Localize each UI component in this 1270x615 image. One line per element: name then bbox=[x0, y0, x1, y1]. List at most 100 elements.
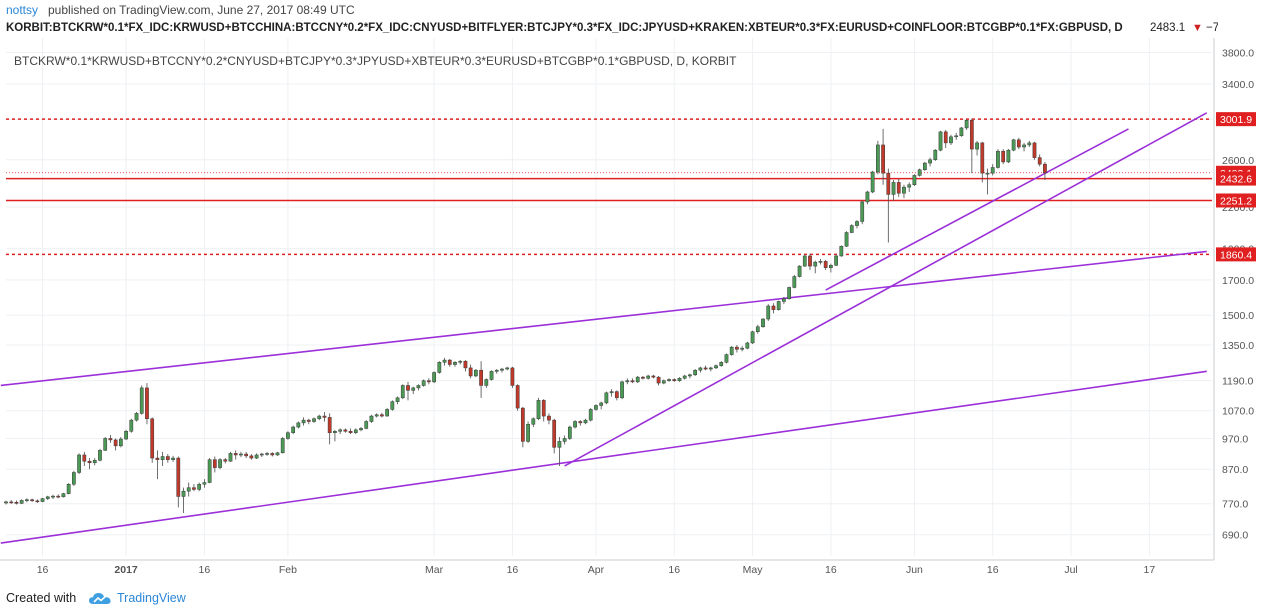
candle-body bbox=[207, 459, 212, 483]
chart-area[interactable]: BTCKRW*0.1*KRWUSD+BTCCNY*0.2*CNYUSD+BTCJ… bbox=[0, 38, 1270, 578]
candle-body bbox=[1011, 139, 1016, 151]
candle-body bbox=[620, 381, 624, 399]
candle bbox=[714, 364, 718, 370]
candle bbox=[891, 180, 896, 201]
horizontal-levels bbox=[6, 118, 1212, 256]
candle-body bbox=[317, 415, 322, 420]
x-tick-label: 16 bbox=[37, 564, 49, 576]
candle bbox=[254, 453, 259, 460]
candle bbox=[494, 369, 499, 374]
candle-body bbox=[270, 453, 275, 456]
candle bbox=[808, 253, 812, 271]
candle-body bbox=[954, 135, 959, 138]
candle bbox=[207, 458, 212, 484]
candle bbox=[353, 428, 358, 435]
level-label-box bbox=[1216, 171, 1256, 186]
candle bbox=[301, 417, 306, 426]
y-tick-label: 2600.0 bbox=[1222, 155, 1254, 167]
candle-body bbox=[630, 380, 635, 383]
candle bbox=[228, 451, 233, 462]
candle-body bbox=[943, 131, 948, 144]
candle-body bbox=[949, 136, 953, 144]
candle-body bbox=[192, 487, 196, 490]
x-tick-label: Feb bbox=[279, 564, 297, 576]
candle-body bbox=[176, 457, 181, 497]
candle bbox=[181, 487, 186, 514]
author-link[interactable]: nottsy bbox=[6, 3, 39, 17]
candle-body bbox=[703, 367, 708, 370]
candle bbox=[813, 260, 818, 274]
candle bbox=[839, 245, 844, 257]
price-chart[interactable]: BTCKRW*0.1*KRWUSD+BTCCNY*0.2*CNYUSD+BTCJ… bbox=[0, 38, 1270, 578]
candle-body bbox=[656, 376, 661, 384]
candle-body bbox=[552, 419, 557, 448]
candle bbox=[562, 435, 567, 445]
tradingview-cloud-icon[interactable] bbox=[88, 590, 112, 613]
candle bbox=[129, 418, 134, 433]
candle bbox=[1011, 138, 1016, 152]
candle bbox=[985, 168, 990, 195]
candle-body bbox=[661, 380, 666, 384]
candle bbox=[818, 259, 823, 265]
candle-body bbox=[896, 182, 901, 194]
candle-body bbox=[259, 453, 264, 456]
candle-body bbox=[1027, 142, 1032, 146]
candle bbox=[567, 425, 572, 440]
y-tick-label: 3400.0 bbox=[1222, 79, 1254, 91]
candle bbox=[343, 428, 348, 433]
candle bbox=[959, 126, 964, 137]
candle-body bbox=[651, 375, 656, 378]
candle bbox=[223, 458, 228, 464]
candle bbox=[380, 412, 384, 418]
candle bbox=[536, 397, 541, 421]
candle bbox=[233, 450, 238, 460]
candle bbox=[682, 374, 687, 380]
y-tick-label: 1070.0 bbox=[1222, 406, 1254, 418]
candle bbox=[437, 361, 442, 374]
level-label-box bbox=[1216, 193, 1256, 208]
candle bbox=[280, 437, 285, 454]
candle bbox=[630, 378, 635, 384]
candle bbox=[197, 482, 202, 492]
candle bbox=[969, 118, 974, 174]
candle bbox=[400, 384, 405, 400]
candle bbox=[902, 184, 906, 199]
candle bbox=[588, 408, 593, 422]
candle-body bbox=[583, 419, 588, 424]
candle-body bbox=[813, 261, 818, 267]
candle bbox=[108, 434, 113, 443]
x-tick-label: Jul bbox=[1064, 564, 1077, 576]
candle-body bbox=[641, 376, 645, 379]
candle bbox=[1016, 137, 1021, 150]
candle bbox=[124, 429, 128, 440]
candle bbox=[395, 396, 400, 405]
candle bbox=[646, 374, 651, 380]
candle bbox=[453, 361, 457, 367]
candle bbox=[740, 346, 744, 352]
level-label: 2251.2 bbox=[1220, 195, 1252, 207]
candle bbox=[515, 384, 520, 411]
candle-body bbox=[124, 431, 128, 440]
candle bbox=[876, 140, 880, 175]
candle bbox=[547, 413, 551, 425]
candle-body bbox=[588, 409, 593, 421]
candle-body bbox=[708, 367, 713, 370]
candle bbox=[155, 450, 160, 480]
candle bbox=[1027, 140, 1032, 148]
candle-body bbox=[134, 413, 139, 421]
candle bbox=[45, 495, 50, 501]
candle-body bbox=[61, 493, 66, 498]
candle-body bbox=[985, 172, 990, 175]
x-tick-label: 16 bbox=[825, 564, 837, 576]
candle-body bbox=[755, 326, 760, 332]
level-label-box bbox=[1216, 112, 1256, 127]
tradingview-brand[interactable]: TradingView bbox=[117, 591, 186, 605]
y-tick-label: 770.0 bbox=[1222, 499, 1248, 511]
candle bbox=[447, 358, 452, 367]
x-tick-label: 17 bbox=[1144, 564, 1156, 576]
candle-body bbox=[45, 496, 50, 499]
candle bbox=[61, 492, 66, 498]
candle bbox=[51, 494, 55, 499]
candle bbox=[77, 453, 81, 475]
candle bbox=[573, 420, 577, 429]
